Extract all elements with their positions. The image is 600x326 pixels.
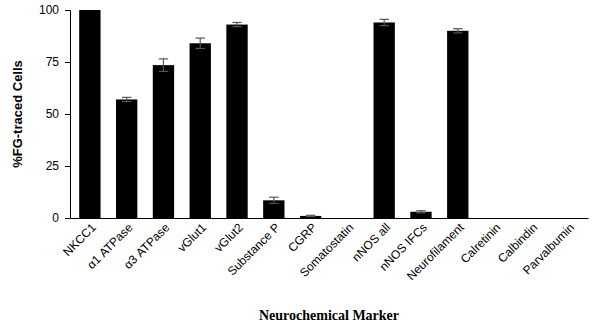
- y-tick-label: 50: [46, 107, 60, 121]
- bar: [190, 43, 211, 218]
- error-cap: [416, 212, 425, 213]
- error-bar: [196, 38, 205, 48]
- error-cap: [196, 48, 205, 49]
- error-cap: [269, 197, 278, 198]
- y-tick-mark: [65, 10, 70, 11]
- x-tick-label: α3 ATPase: [121, 220, 173, 272]
- x-tick: Parvalbumin: [520, 218, 577, 277]
- y-tick-label: 25: [46, 159, 60, 173]
- y-tick-mark: [65, 62, 70, 63]
- error-bar: [159, 59, 168, 71]
- y-tick: 0: [52, 211, 70, 225]
- y-tick-label: 0: [52, 211, 59, 225]
- y-tick-mark: [65, 166, 70, 167]
- y-axis: 0 25 50 75 100: [39, 3, 71, 225]
- y-tick: 100: [39, 3, 70, 17]
- x-tick: Somatostatin: [297, 218, 356, 280]
- x-tick-label: Somatostatin: [297, 220, 356, 279]
- x-tick: CGRP: [285, 218, 319, 255]
- error-cap: [159, 71, 168, 72]
- x-tick: vGlut1: [175, 218, 210, 255]
- error-line: [457, 29, 458, 33]
- error-bar: [269, 197, 278, 203]
- error-cap: [453, 32, 462, 33]
- error-cap: [379, 25, 388, 26]
- y-tick-label: 100: [39, 3, 59, 17]
- bar: [410, 212, 431, 218]
- y-axis-title: %FG-traced Cells: [10, 60, 25, 168]
- x-tick: Calretinin: [458, 218, 504, 266]
- bar: [521, 218, 542, 219]
- chart: 0 25 50 75 100 NKCC1α1 ATPaseα3 ATPasevGlut1v…: [0, 0, 600, 326]
- error-bar: [306, 215, 315, 216]
- error-cap: [159, 58, 168, 59]
- x-axis-line: [71, 218, 589, 219]
- error-cap: [306, 215, 315, 216]
- bar: [263, 200, 284, 218]
- error-bar: [379, 19, 388, 25]
- x-tick-label: vGlut1: [175, 220, 210, 255]
- x-tick-label: vGlut2: [212, 220, 247, 255]
- error-bar: [453, 29, 462, 33]
- bar: [557, 218, 578, 219]
- error-cap: [416, 210, 425, 211]
- bar: [374, 22, 395, 218]
- error-bar: [122, 97, 131, 101]
- x-tick: α3 ATPase: [121, 218, 173, 272]
- error-cap: [232, 26, 241, 27]
- error-line: [384, 19, 385, 25]
- x-tick-label: Substance P: [225, 220, 283, 278]
- x-tick-label: Calretinin: [458, 220, 504, 266]
- bar: [300, 216, 321, 218]
- bar: [447, 31, 468, 218]
- error-cap: [379, 19, 388, 20]
- error-cap: [232, 22, 241, 23]
- bar: [226, 25, 247, 218]
- y-axis-line: [65, 11, 71, 219]
- y-tick: 50: [46, 107, 70, 121]
- error-line: [200, 38, 201, 48]
- bar: [79, 10, 100, 218]
- bar: [116, 99, 137, 218]
- x-tick: Neurofilament: [404, 218, 467, 283]
- y-tick: 25: [46, 159, 70, 173]
- x-axis-title: Neurochemical Marker: [259, 308, 399, 323]
- error-line: [126, 97, 127, 101]
- error-cap: [122, 97, 131, 98]
- marks: [79, 10, 468, 218]
- error-line: [273, 197, 274, 203]
- bar: [337, 218, 358, 219]
- error-line: [163, 59, 164, 71]
- x-tick-label: CGRP: [285, 220, 319, 254]
- x-tick: vGlut2: [212, 218, 247, 255]
- error-bar: [232, 22, 241, 26]
- y-tick-label: 75: [46, 55, 60, 69]
- x-tick-label: Neurofilament: [404, 220, 467, 283]
- y-tick-mark: [65, 114, 70, 115]
- bar: [484, 218, 505, 219]
- error-cap: [122, 101, 131, 102]
- error-cap: [306, 216, 315, 217]
- y-tick: 75: [46, 55, 70, 69]
- error-bar: [416, 211, 425, 213]
- plot: 0 25 50 75 100 NKCC1α1 ATPaseα3 ATPasevGlut1v…: [39, 3, 589, 283]
- x-axis: NKCC1α1 ATPaseα3 ATPasevGlut1vGlut2Subst…: [60, 218, 588, 283]
- y-tick-mark: [65, 218, 70, 219]
- error-line: [236, 22, 237, 26]
- x-tick: Substance P: [225, 218, 283, 278]
- error-cap: [269, 203, 278, 204]
- bar: [153, 65, 174, 218]
- x-tick-label: Parvalbumin: [520, 220, 577, 277]
- error-cap: [196, 37, 205, 38]
- error-cap: [453, 28, 462, 29]
